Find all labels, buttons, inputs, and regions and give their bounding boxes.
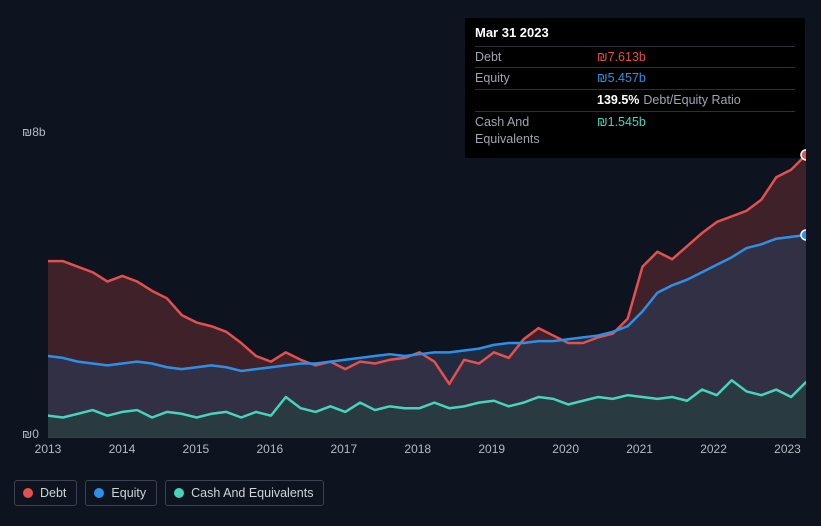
- chart-tooltip: Mar 31 2023 Debt₪7.613bEquity₪5.457b139.…: [465, 18, 805, 158]
- x-axis-tick: 2014: [109, 442, 136, 456]
- tooltip-date: Mar 31 2023: [475, 24, 795, 46]
- equity-end-marker: [801, 230, 806, 240]
- debt-end-marker: [801, 150, 806, 160]
- tooltip-row: Equity₪5.457b: [475, 67, 795, 89]
- tooltip-row: 139.5%Debt/Equity Ratio: [475, 89, 795, 111]
- x-axis-tick: 2019: [478, 442, 505, 456]
- chart-legend: Debt Equity Cash And Equivalents: [14, 480, 324, 506]
- legend-item-label: Equity: [111, 486, 146, 500]
- tooltip-ratio-text: Debt/Equity Ratio: [643, 92, 740, 109]
- x-axis-tick: 2021: [626, 442, 653, 456]
- x-axis-tick: 2022: [700, 442, 727, 456]
- y-axis-max-label: ₪8b: [22, 125, 46, 139]
- legend-item-label: Cash And Equivalents: [191, 486, 313, 500]
- y-axis-min-label: ₪0: [22, 427, 39, 441]
- x-axis-tick: 2015: [183, 442, 210, 456]
- cash-swatch-icon: [174, 488, 184, 498]
- x-axis-tick: 2016: [256, 442, 283, 456]
- x-axis-tick: 2013: [35, 442, 62, 456]
- tooltip-rows: Debt₪7.613bEquity₪5.457b139.5%Debt/Equit…: [475, 46, 795, 150]
- area-chart: [48, 140, 806, 438]
- tooltip-ratio-pct: 139.5%: [597, 92, 639, 109]
- tooltip-row-label: Debt: [475, 49, 597, 66]
- x-axis: 2013201420152016201720182019202020212022…: [48, 442, 806, 462]
- debt-swatch-icon: [23, 488, 33, 498]
- tooltip-row-label: [475, 92, 597, 109]
- x-axis-tick: 2020: [552, 442, 579, 456]
- legend-item-debt[interactable]: Debt: [14, 480, 77, 506]
- x-axis-tick: 2017: [330, 442, 357, 456]
- legend-item-equity[interactable]: Equity: [85, 480, 157, 506]
- legend-item-cash[interactable]: Cash And Equivalents: [165, 480, 324, 506]
- tooltip-row: Debt₪7.613b: [475, 46, 795, 68]
- tooltip-row-value: ₪5.457b: [597, 70, 646, 87]
- legend-item-label: Debt: [40, 486, 66, 500]
- tooltip-row-label: Equity: [475, 70, 597, 87]
- tooltip-row-value: ₪7.613b: [597, 49, 646, 66]
- equity-swatch-icon: [94, 488, 104, 498]
- x-axis-tick: 2018: [404, 442, 431, 456]
- x-axis-tick: 2023: [774, 442, 801, 456]
